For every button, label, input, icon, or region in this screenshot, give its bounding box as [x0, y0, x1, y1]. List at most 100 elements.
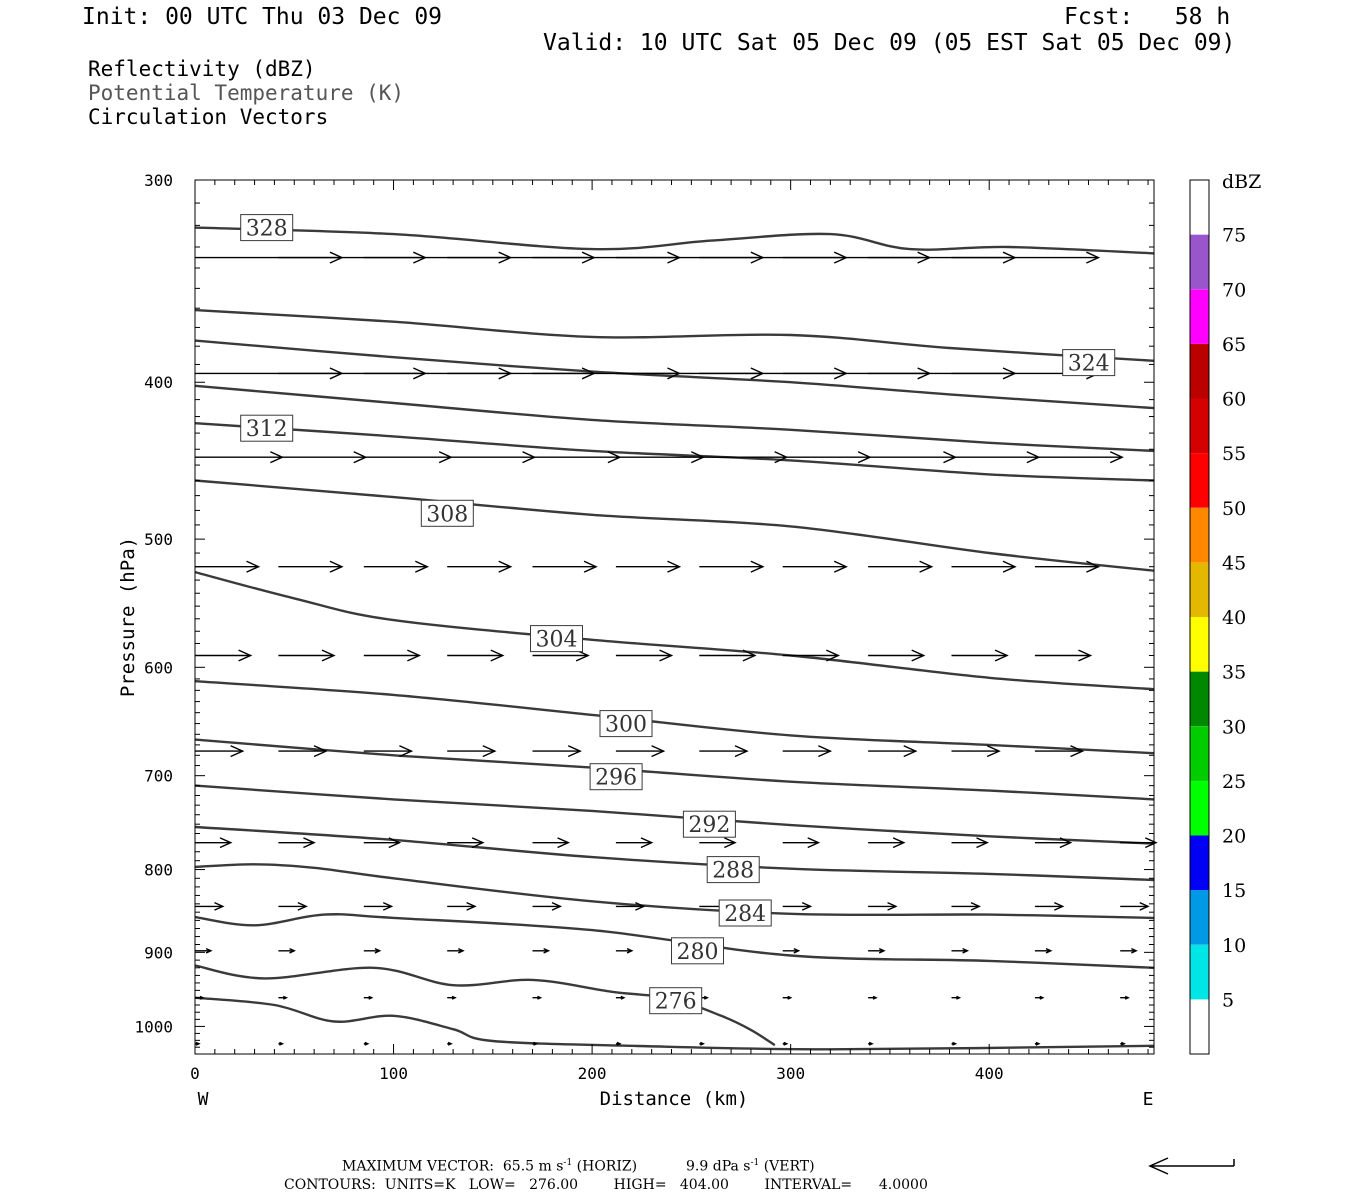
contour-label-box: [718, 899, 772, 927]
colorbar-frame: [1189, 179, 1210, 1055]
circulation-vector: [1120, 948, 1138, 954]
circulation-vector: [532, 560, 598, 573]
circulation-vector: [1034, 560, 1101, 573]
colorbar-segment: [1190, 289, 1209, 344]
contour-layer: [194, 226, 1155, 1051]
circulation-vector: [699, 1041, 706, 1046]
contour-label-box: [682, 810, 736, 838]
circulation-vector: [951, 560, 1017, 573]
circulation-vector: [278, 1041, 285, 1046]
circulation-vector: [195, 649, 253, 662]
circulation-vector: [615, 901, 646, 911]
circulation-vector: [195, 948, 213, 954]
colorbar-label: 65: [1222, 334, 1246, 356]
circulation-vector: [447, 745, 497, 758]
circulation-vector: [951, 837, 989, 849]
colorbar-segment: [1190, 234, 1209, 290]
legend-potential-temperature: Potential Temperature (K): [88, 81, 405, 105]
contour-label: 280: [677, 940, 719, 965]
circulation-vector: [868, 948, 886, 954]
circulation-vector: [1120, 995, 1130, 1000]
circulation-vector: [1034, 948, 1053, 954]
y-tick-label: 1000: [134, 1017, 173, 1036]
colorbar-label: 40: [1222, 607, 1246, 629]
circulation-vector: [363, 948, 382, 954]
contour-label-box: [420, 499, 474, 527]
isentrope-288: [194, 825, 1155, 882]
y-tick-label: 400: [144, 373, 173, 392]
circulation-vector: [868, 995, 878, 1000]
circulation-vector: [1034, 1041, 1041, 1046]
vector-layer: [195, 251, 1158, 1046]
x-tick-label: 0: [190, 1064, 200, 1083]
colorbar-label: 75: [1222, 225, 1246, 247]
contour-label-box: [706, 856, 760, 884]
circulation-vector: [1120, 901, 1150, 911]
contour-label-box: [530, 625, 583, 653]
isentrope-304: [194, 570, 1155, 691]
circulation-vector: [278, 901, 308, 911]
isentrope-272: [194, 996, 1155, 1051]
circulation-vector: [782, 560, 848, 573]
circulation-vector: [195, 451, 285, 464]
y-tick-label: 700: [144, 767, 173, 786]
isentrope-312: [194, 422, 1155, 482]
isentrope-292: [194, 784, 1155, 845]
x-axis-right-end-label: E: [1143, 1089, 1154, 1110]
isentrope-276: [194, 964, 776, 1047]
circulation-vector: [782, 1041, 789, 1046]
circulation-vector: [615, 649, 674, 662]
circulation-vector: [615, 948, 634, 954]
isentrope-284: [194, 863, 1155, 920]
circulation-vector: [615, 560, 682, 573]
circulation-vector: [699, 745, 749, 758]
max-vector-note: MAXIMUM VECTOR: 65.5 m s-1 (HORIZ) 9.9 d…: [342, 1158, 815, 1175]
x-tick-label: 100: [379, 1064, 408, 1083]
contour-label: 300: [605, 713, 647, 738]
circulation-vector: [363, 1041, 370, 1046]
circulation-vector: [363, 560, 430, 573]
circulation-vector: [951, 995, 962, 1000]
contour-label-box: [599, 710, 653, 738]
circulation-vector: [447, 649, 505, 662]
circulation-vector: [699, 837, 737, 849]
contour-label: 296: [595, 766, 637, 791]
circulation-vector: [615, 745, 666, 758]
y-tick-label: 300: [144, 171, 173, 190]
circulation-vector: [278, 745, 328, 758]
circulation-vector: [1034, 995, 1045, 1000]
contour-info-note: CONTOURS: UNITS=K LOW= 276.00 HIGH= 404.…: [284, 1177, 928, 1193]
circulation-vector: [868, 560, 934, 573]
colorbar-segment: [1190, 617, 1209, 672]
legend-reflectivity: Reflectivity (dBZ): [88, 57, 316, 81]
circulation-vector: [868, 837, 906, 849]
circulation-vector: [278, 451, 368, 464]
colorbar-segment: [1190, 453, 1209, 508]
circulation-vector: [782, 995, 793, 1000]
contour-label: 292: [688, 813, 730, 838]
colorbar-label: 20: [1222, 826, 1246, 848]
circulation-vector: [532, 745, 582, 758]
circulation-vector: [615, 995, 626, 1000]
circulation-vector: [868, 901, 898, 911]
circulation-vector: [782, 901, 813, 911]
circulation-vector: [782, 745, 833, 758]
circulation-vector: [195, 901, 225, 911]
forecast-hour: Fcst: 58 h: [1064, 4, 1231, 30]
isentrope-328: [194, 226, 1155, 255]
circulation-vector: [363, 901, 394, 911]
circulation-vector: [951, 1041, 958, 1046]
colorbar-segment: [1190, 180, 1209, 235]
circulation-vector: [195, 837, 233, 849]
circulation-vector: [278, 560, 344, 573]
colorbar-label: 55: [1222, 443, 1246, 465]
circulation-vector: [447, 837, 485, 849]
y-axis-label: Pressure (hPa): [117, 537, 139, 697]
colorbar-segment: [1190, 398, 1209, 454]
circulation-vector: [615, 837, 654, 849]
circulation-vector: [447, 948, 465, 954]
circulation-vector: [195, 560, 261, 573]
circulation-vector: [363, 837, 402, 849]
circulation-vector: [1034, 649, 1093, 662]
